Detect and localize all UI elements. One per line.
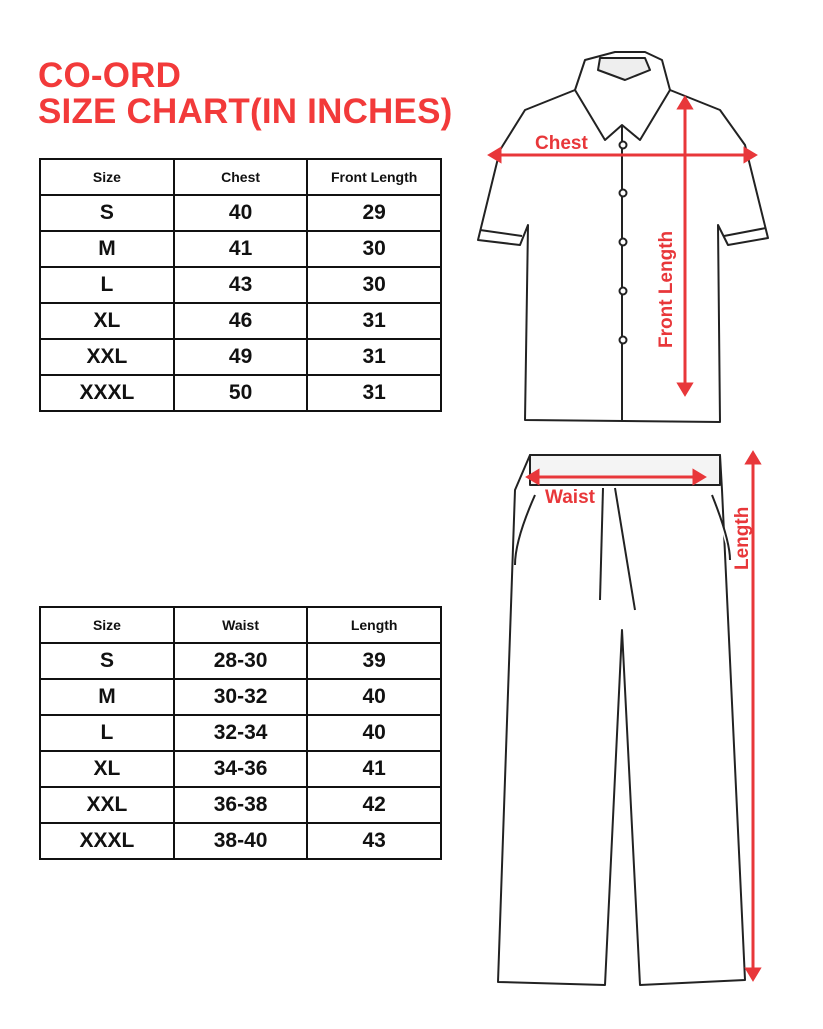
table-cell: XXXL [39, 374, 175, 412]
table-row: L 32-34 40 [39, 714, 442, 752]
table-cell: 41 [306, 750, 442, 788]
table-cell: 41 [172, 230, 309, 268]
table-cell: 32-34 [172, 714, 309, 752]
column-header: Front Length [306, 158, 442, 196]
table-cell: S [39, 194, 175, 232]
table-cell: XXL [39, 338, 175, 376]
table-cell: 28-30 [172, 642, 309, 680]
table-cell: 30 [306, 266, 442, 304]
table-cell: 38-40 [172, 822, 309, 860]
table-row: L 43 30 [39, 266, 442, 304]
table-row: XXXL 50 31 [39, 374, 442, 412]
column-header: Size [39, 158, 175, 196]
table-row: M 30-32 40 [39, 678, 442, 716]
table-cell: 31 [306, 338, 442, 376]
column-header: Size [39, 606, 175, 644]
length-measure-arrow [744, 450, 762, 982]
table-cell: XL [39, 750, 175, 788]
table-cell: 31 [306, 302, 442, 340]
shirt-size-table: Size Chest Front Length S 40 29 M 41 30 L 43 30 XL 46… [39, 158, 442, 412]
title-line-2: SIZE CHART(IN INCHES) [38, 92, 453, 131]
table-row: S 28-30 39 [39, 642, 442, 680]
table-cell: S [39, 642, 175, 680]
table-cell: 40 [306, 714, 442, 752]
table-row: S 40 29 [39, 194, 442, 232]
table-cell: 29 [306, 194, 442, 232]
table-row: M 41 30 [39, 230, 442, 268]
table-row: XL 34-36 41 [39, 750, 442, 788]
pants-size-table: Size Waist Length S 28-30 39 M 30-32 40 L 32-34 40 X… [39, 606, 442, 860]
column-header: Waist [172, 606, 309, 644]
table-row: XXL 36-38 42 [39, 786, 442, 824]
table-cell: 50 [172, 374, 309, 412]
table-header-row: Size Chest Front Length [39, 158, 442, 196]
table-cell: 49 [172, 338, 309, 376]
column-header: Length [306, 606, 442, 644]
chest-measure-arrow [487, 146, 758, 164]
table-cell: 43 [306, 822, 442, 860]
length-label: Length [732, 507, 753, 570]
table-row: XL 46 31 [39, 302, 442, 340]
waist-label: Waist [545, 487, 596, 508]
table-cell: L [39, 714, 175, 752]
table-row: XXL 49 31 [39, 338, 442, 376]
table-cell: 30 [306, 230, 442, 268]
table-header-row: Size Waist Length [39, 606, 442, 644]
table-cell: L [39, 266, 175, 304]
table-cell: XL [39, 302, 175, 340]
table-cell: 30-32 [172, 678, 309, 716]
table-cell: M [39, 678, 175, 716]
table-cell: 42 [306, 786, 442, 824]
pants-illustration [497, 454, 746, 986]
table-cell: M [39, 230, 175, 268]
shirt-illustration [477, 51, 769, 423]
table-cell: 39 [306, 642, 442, 680]
waist-measure-arrow [525, 468, 707, 486]
table-cell: 36-38 [172, 786, 309, 824]
table-cell: XXXL [39, 822, 175, 860]
table-cell: 40 [306, 678, 442, 716]
table-cell: 46 [172, 302, 309, 340]
table-cell: 43 [172, 266, 309, 304]
table-cell: XXL [39, 786, 175, 824]
table-cell: 34-36 [172, 750, 309, 788]
table-cell: 31 [306, 374, 442, 412]
front-length-measure-arrow [676, 95, 694, 397]
title-line-1: CO-ORD [38, 56, 182, 95]
table-cell: 40 [172, 194, 309, 232]
column-header: Chest [172, 158, 309, 196]
table-row: XXXL 38-40 43 [39, 822, 442, 860]
front-length-label: Front Length [656, 231, 677, 348]
chest-label: Chest [535, 133, 588, 154]
